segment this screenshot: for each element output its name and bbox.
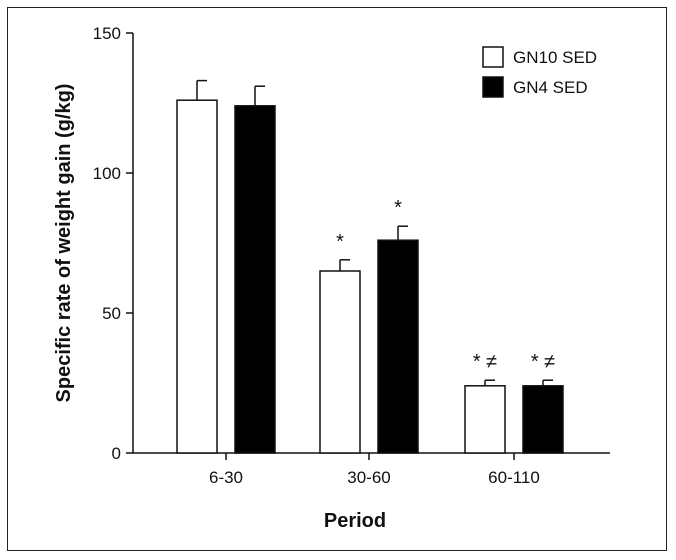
y-tick-label: 0 — [112, 444, 121, 463]
y-axis-label: Specific rate of weight gain (g/kg) — [53, 84, 75, 403]
chart-bars — [176, 79, 564, 454]
significance-marker: * ≠ — [531, 351, 555, 373]
bar — [464, 385, 506, 454]
chart-legend: GN10 SED GN4 SED — [482, 46, 597, 98]
y-tick-label: 50 — [102, 304, 121, 323]
legend-swatch — [482, 76, 504, 98]
significance-marker: * — [336, 231, 344, 253]
x-tick-label: 30-60 — [347, 468, 390, 487]
y-tick-label: 150 — [93, 24, 121, 43]
bar — [234, 105, 276, 454]
legend-label: GN10 SED — [513, 48, 597, 67]
x-tick-label: 60-110 — [488, 468, 540, 487]
legend-label: GN4 SED — [513, 78, 588, 97]
bar — [522, 385, 564, 454]
significance-marker: * — [394, 197, 402, 219]
bar — [319, 270, 361, 454]
chart-annotations: * * * ≠ * ≠ — [336, 197, 555, 373]
bar — [176, 99, 218, 454]
bar — [377, 239, 419, 454]
significance-marker: * ≠ — [473, 351, 497, 373]
x-tick-label: 6-30 — [209, 468, 243, 487]
x-axis-label: Period — [324, 510, 386, 532]
legend-swatch — [482, 46, 504, 68]
y-tick-label: 100 — [93, 164, 121, 183]
